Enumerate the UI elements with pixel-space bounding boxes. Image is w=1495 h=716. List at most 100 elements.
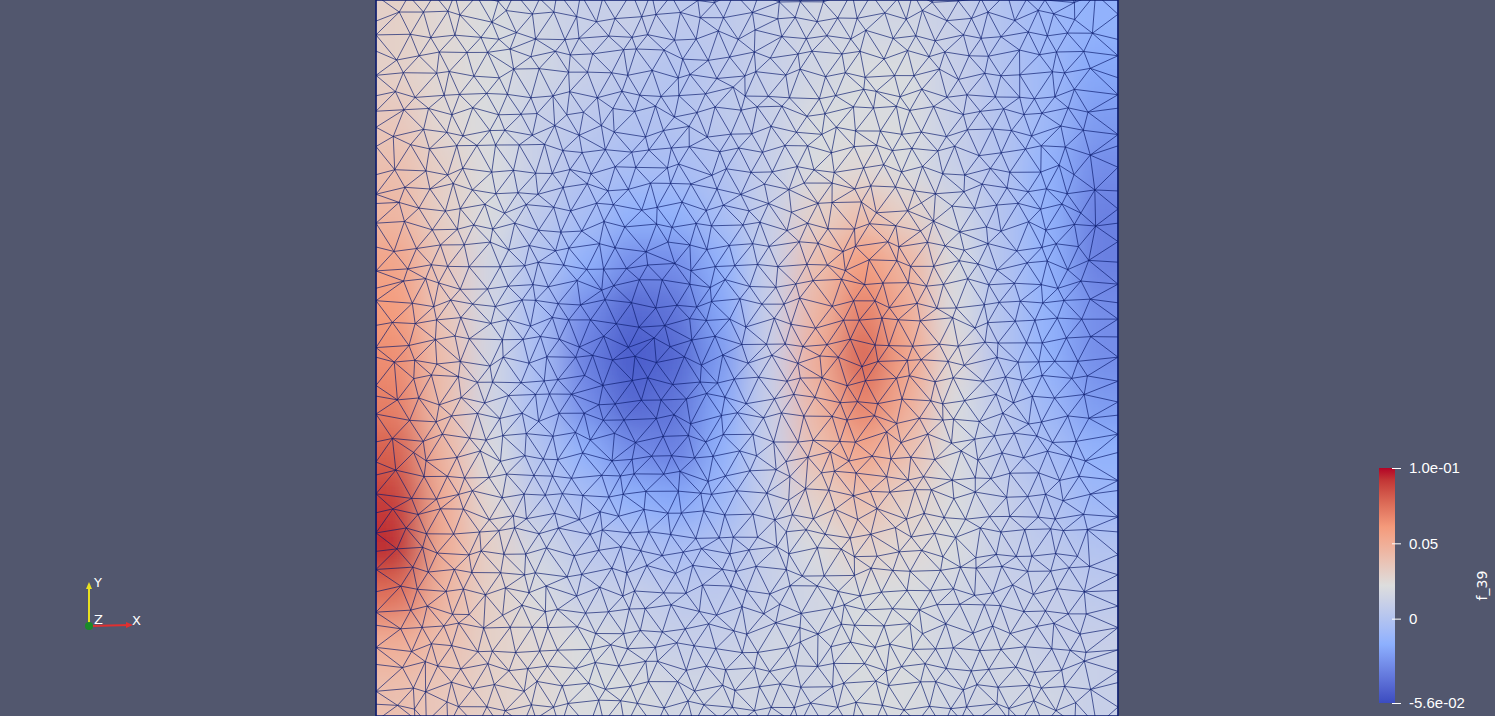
cell (376, 334, 423, 383)
cell (839, 334, 886, 383)
color-bar-tick-mark (1392, 703, 1401, 704)
triad-label: Y (93, 575, 102, 590)
cell (607, 572, 654, 621)
cell (932, 668, 979, 716)
cell (700, 190, 747, 239)
cell (376, 668, 423, 716)
cell (932, 238, 979, 287)
cell (376, 143, 423, 192)
cell (654, 572, 701, 621)
cell (515, 668, 562, 716)
triad-y-axis (88, 586, 90, 626)
triad-label: Z (94, 612, 103, 627)
cell (747, 286, 794, 335)
cell (839, 429, 886, 478)
color-bar-tick-label: 0.05 (1409, 535, 1438, 552)
cell (376, 0, 423, 48)
color-bar-tick-mark (1392, 468, 1401, 469)
cell (561, 668, 608, 716)
cell (607, 190, 654, 239)
scene: 1.0e-01 0.05 0 -5.6e-02 f_39 X Y Z (0, 0, 1495, 716)
mesh-wireframe (376, 0, 1118, 716)
cell (1071, 143, 1118, 192)
cell (561, 525, 608, 574)
cell (932, 190, 979, 239)
color-bar-tick: 0.05 (1392, 535, 1438, 552)
cell (468, 286, 515, 335)
plot-frame (376, 0, 1118, 716)
cell (886, 381, 933, 430)
cell (932, 0, 979, 48)
color-bar-tick-mark (1392, 619, 1401, 620)
cell (1025, 668, 1072, 716)
color-bar-tick: 1.0e-01 (1392, 459, 1460, 476)
cell (515, 477, 562, 526)
cell (376, 620, 423, 669)
color-bar-tick: -5.6e-02 (1392, 694, 1465, 711)
cell (793, 381, 840, 430)
cell (1025, 47, 1072, 96)
cell (422, 525, 469, 574)
cell (422, 572, 469, 621)
axes-triad: X Y Z (85, 575, 141, 630)
triad-label: X (132, 613, 141, 628)
cell (422, 190, 469, 239)
cell (839, 668, 886, 716)
cell (376, 190, 423, 239)
cell (422, 381, 469, 430)
cell (654, 286, 701, 335)
cell (700, 238, 747, 287)
cell (468, 525, 515, 574)
cell (700, 381, 747, 430)
triad-z-axis (85, 622, 93, 630)
cell (1071, 286, 1118, 335)
cell (747, 0, 794, 48)
cell (468, 477, 515, 526)
cell (654, 525, 701, 574)
cell (607, 477, 654, 526)
cell (376, 572, 423, 621)
cell (468, 572, 515, 621)
cell (468, 334, 515, 383)
triad-y-head (86, 582, 92, 589)
color-bar: 1.0e-01 0.05 0 -5.6e-02 f_39 (1379, 459, 1490, 711)
cell (886, 47, 933, 96)
cell (886, 620, 933, 669)
plot-area (376, 0, 1118, 716)
field-cells (376, 0, 1118, 716)
cell (1071, 95, 1118, 144)
color-bar-title: f_39 (1474, 571, 1490, 601)
color-bar-tick-label: 1.0e-01 (1409, 459, 1460, 476)
color-bar-tick-label: 0 (1409, 610, 1417, 627)
cell (886, 525, 933, 574)
cell (468, 381, 515, 430)
cell (978, 190, 1025, 239)
color-bar-ramp (1379, 468, 1395, 703)
cell (978, 668, 1025, 716)
cell (747, 190, 794, 239)
cell (607, 381, 654, 430)
cell (932, 525, 979, 574)
cell (793, 47, 840, 96)
cell (700, 429, 747, 478)
color-bar-axis: 1.0e-01 0.05 0 -5.6e-02 (1392, 459, 1465, 711)
color-bar-tick: 0 (1392, 610, 1417, 627)
cell (1071, 620, 1118, 669)
color-bar-tick-mark (1392, 543, 1401, 544)
color-bar-tick-label: -5.6e-02 (1409, 694, 1465, 711)
cell (468, 143, 515, 192)
cell (700, 286, 747, 335)
cell (1025, 143, 1072, 192)
cell (561, 286, 608, 335)
cell (468, 429, 515, 478)
cell (747, 668, 794, 716)
cell (1025, 286, 1072, 335)
cell (468, 0, 515, 48)
cell (747, 572, 794, 621)
color-bar-axis-line (1396, 469, 1402, 704)
cell (932, 381, 979, 430)
cell (1025, 381, 1072, 430)
cell (561, 0, 608, 48)
cell (376, 95, 423, 144)
cell (654, 477, 701, 526)
